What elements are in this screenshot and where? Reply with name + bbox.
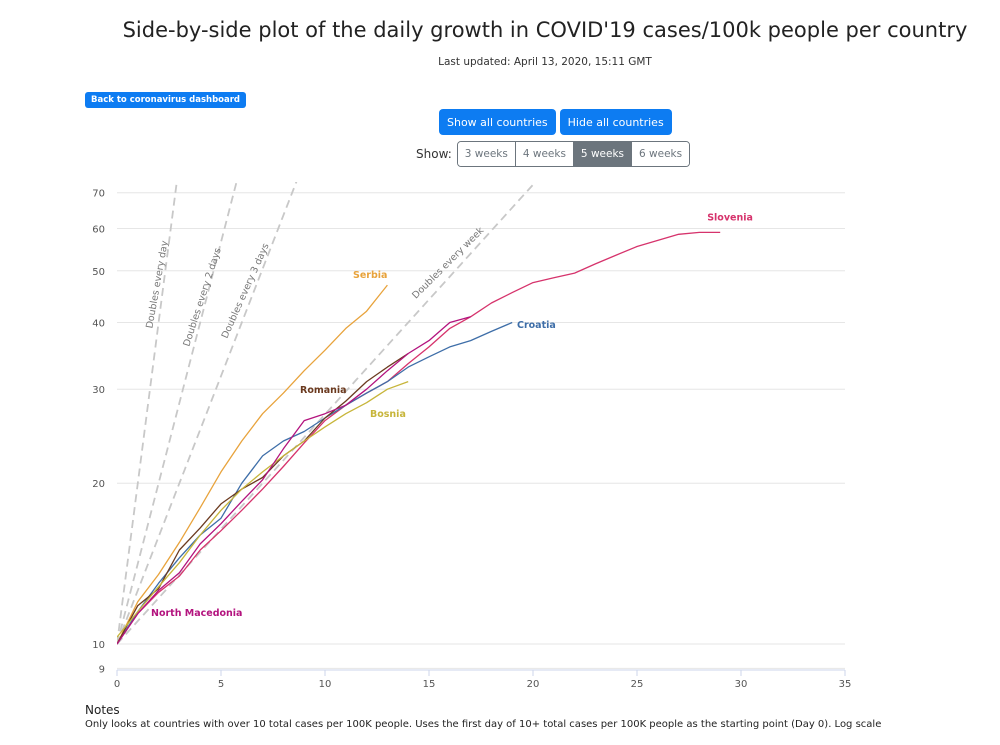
x-tick-label: 25 <box>631 679 644 690</box>
y-tick-label: 70 <box>92 189 105 200</box>
y-tick-label: 60 <box>92 224 105 235</box>
doubling-label-doubles-every-week: Doubles every week <box>410 225 486 301</box>
x-tick-label: 35 <box>839 679 852 690</box>
option-5-weeks[interactable]: 5 weeks <box>573 142 632 166</box>
last-updated: Last updated: April 13, 2020, 15:11 GMT <box>438 56 652 68</box>
doubling-line-doubles-every-3-days <box>117 182 298 645</box>
doubling-label-doubles-every-3-days: Doubles every 3 days <box>220 242 272 341</box>
series-label-romania: Romania <box>300 385 347 396</box>
week-options: 3 weeks 4 weeks 5 weeks 6 weeks <box>456 141 691 167</box>
doubling-label-doubles-every-day: Doubles every day <box>144 239 170 329</box>
option-3-weeks[interactable]: 3 weeks <box>457 142 516 166</box>
y-tick-label: 50 <box>92 267 105 278</box>
series-line-bosnia <box>117 380 409 638</box>
y-tick-label: 10 <box>92 640 105 651</box>
doubling-line-doubles-every-2-days <box>117 182 238 645</box>
y-tick-label: 9 <box>99 664 105 675</box>
x-tick-label: 0 <box>114 679 120 690</box>
y-tick-label: 20 <box>92 479 105 490</box>
series-line-slovenia <box>117 231 721 645</box>
series-line-north-macedonia <box>117 316 471 645</box>
x-tick-label: 5 <box>218 679 224 690</box>
doubling-line-doubles-every-day <box>117 182 178 645</box>
series-label-slovenia: Slovenia <box>707 212 753 223</box>
series-label-serbia: Serbia <box>353 270 387 281</box>
option-6-weeks[interactable]: 6 weeks <box>632 142 690 166</box>
series-line-serbia <box>117 284 388 645</box>
y-tick-label: 30 <box>92 385 105 396</box>
week-range-selector: Show: 3 weeks 4 weeks 5 weeks 6 weeks <box>416 141 691 167</box>
hide-all-countries-button[interactable]: Hide all countries <box>559 109 672 135</box>
x-tick-label: 15 <box>423 679 436 690</box>
series-label-bosnia: Bosnia <box>370 409 406 420</box>
notes-text: Only looks at countries with over 10 tot… <box>85 719 882 730</box>
back-to-dashboard-button[interactable]: Back to coronavirus dashboard <box>85 92 247 108</box>
series-line-croatia <box>117 321 513 645</box>
x-tick-label: 10 <box>319 679 332 690</box>
x-tick-label: 20 <box>527 679 540 690</box>
option-4-weeks[interactable]: 4 weeks <box>515 142 574 166</box>
series-line-romania <box>117 352 409 645</box>
show-all-countries-button[interactable]: Show all countries <box>439 109 556 135</box>
doubling-label-doubles-every-2-days: Doubles every 2 days <box>181 247 223 348</box>
y-tick-label: 40 <box>92 318 105 329</box>
series-label-croatia: Croatia <box>517 320 556 331</box>
series-label-north-macedonia: North Macedonia <box>151 608 242 619</box>
notes-title: Notes <box>85 703 120 717</box>
country-toggle-group: Show all countries Hide all countries <box>439 109 672 135</box>
page-title: Side-by-side plot of the daily growth in… <box>122 18 968 42</box>
x-tick-label: 30 <box>735 679 748 690</box>
show-label: Show: <box>416 147 452 161</box>
